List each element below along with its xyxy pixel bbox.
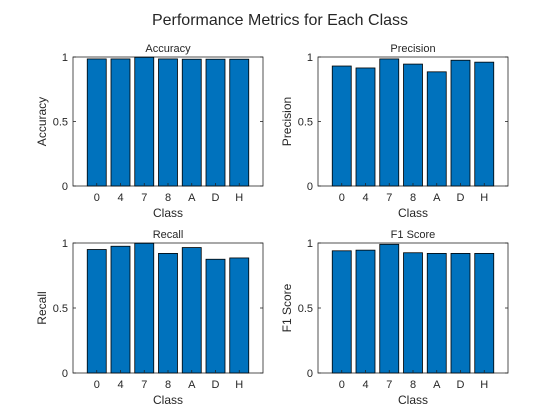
bar-7: [134, 56, 155, 187]
bar-4: [110, 245, 131, 374]
bar-4: [355, 249, 376, 374]
y-tick-label: 0: [307, 181, 313, 193]
subplot-title: F1 Score: [391, 229, 436, 241]
bar-0: [86, 58, 107, 187]
bar-A: [181, 58, 202, 187]
x-tick-label: 8: [410, 192, 416, 204]
y-axis-label: Recall: [35, 291, 49, 324]
bar-A: [426, 252, 447, 374]
x-tick-label: 0: [339, 192, 345, 204]
x-tick-label: D: [212, 379, 220, 391]
x-tick-label: A: [433, 192, 441, 204]
bar-H: [229, 58, 250, 187]
x-tick-label: D: [457, 379, 465, 391]
subplot-title: Recall: [153, 229, 184, 241]
x-tick-label: A: [188, 192, 196, 204]
y-tick-label: 0.5: [298, 303, 313, 315]
bar-4: [355, 67, 376, 187]
bar-8: [403, 63, 423, 187]
y-tick-label: 1: [62, 238, 68, 250]
bar-7: [379, 58, 400, 187]
x-axis-label: Class: [153, 393, 183, 407]
y-tick-label: 0.5: [53, 303, 68, 315]
x-tick-label: 8: [165, 379, 171, 391]
x-tick-label: 8: [410, 379, 416, 391]
subplot-title: Precision: [390, 43, 435, 55]
x-tick-label: 7: [141, 379, 147, 391]
x-tick-label: 0: [339, 379, 345, 391]
x-tick-label: 7: [141, 192, 147, 204]
bar-D: [205, 58, 226, 187]
x-tick-label: 7: [386, 379, 392, 391]
bar-A: [426, 71, 447, 187]
y-tick-label: 1: [307, 52, 313, 64]
bar-8: [158, 58, 178, 187]
x-tick-label: H: [235, 379, 243, 391]
y-tick-label: 0: [62, 181, 68, 193]
y-axis-label: F1 Score: [280, 283, 294, 332]
x-tick-label: 4: [117, 379, 123, 391]
figure-title: Performance Metrics for Each Class: [152, 12, 408, 29]
bar-D: [450, 59, 471, 187]
x-tick-label: H: [480, 192, 488, 204]
bar-0: [331, 250, 352, 374]
x-tick-label: 4: [117, 192, 123, 204]
x-tick-label: 0: [94, 192, 100, 204]
x-axis-label: Class: [398, 393, 428, 407]
y-axis-label: Accuracy: [35, 97, 49, 146]
bar-H: [229, 257, 250, 374]
bar-7: [134, 242, 155, 374]
x-tick-label: H: [480, 379, 488, 391]
y-tick-label: 0: [307, 368, 313, 380]
bar-8: [158, 252, 178, 374]
x-tick-label: H: [235, 192, 243, 204]
x-tick-label: A: [188, 379, 196, 391]
bar-H: [474, 252, 495, 374]
bar-0: [331, 65, 352, 187]
x-tick-label: D: [457, 192, 465, 204]
y-tick-label: 1: [307, 238, 313, 250]
y-axis-label: Precision: [280, 97, 294, 146]
bar-4: [110, 58, 131, 187]
bar-0: [86, 249, 107, 374]
x-tick-label: D: [212, 192, 220, 204]
subplot-3: 0 0.5 1 0 4 7 8 A D H Recall Class Recall: [35, 229, 264, 407]
y-tick-label: 1: [62, 52, 68, 64]
bar-7: [379, 243, 400, 374]
bar-D: [450, 252, 471, 374]
x-tick-label: 4: [362, 192, 368, 204]
x-tick-label: 8: [165, 192, 171, 204]
bar-8: [403, 252, 423, 374]
x-axis-label: Class: [153, 206, 183, 220]
subplot-title: Accuracy: [145, 43, 191, 55]
x-tick-label: A: [433, 379, 441, 391]
bar-A: [181, 247, 202, 374]
y-tick-label: 0: [62, 368, 68, 380]
subplot-4: 0 0.5 1 0 4 7 8 A D H F1 Score Class F1 Score: [280, 229, 509, 407]
bar-D: [205, 258, 226, 374]
y-tick-label: 0.5: [298, 117, 313, 129]
bar-H: [474, 61, 495, 187]
x-axis-label: Class: [398, 206, 428, 220]
subplot-grid: 0 0.5 1 0 4 7 8 A D H Accuracy Class Accuracy 0 0.5 1 0 4…: [35, 43, 509, 407]
x-tick-label: 7: [386, 192, 392, 204]
x-tick-label: 4: [362, 379, 368, 391]
subplot-1: 0 0.5 1 0 4 7 8 A D H Accuracy Class Accuracy: [35, 43, 264, 220]
subplot-2: 0 0.5 1 0 4 7 8 A D H Precision Class Precision: [280, 43, 509, 220]
y-tick-label: 0.5: [53, 117, 68, 129]
x-tick-label: 0: [94, 379, 100, 391]
